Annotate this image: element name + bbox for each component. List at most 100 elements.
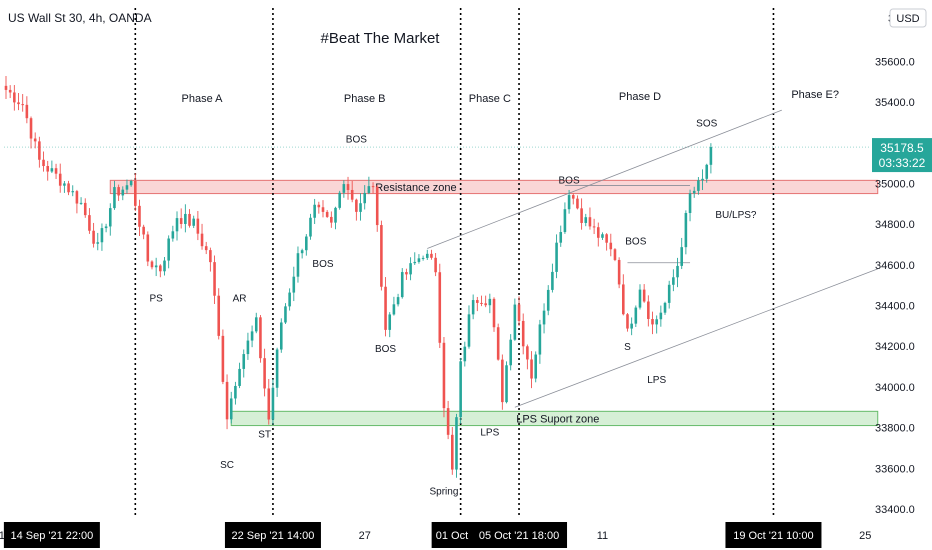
x-highlight-box [3, 522, 100, 548]
candle-body [184, 213, 187, 224]
candle-body [609, 242, 613, 250]
x-highlight-box [725, 522, 822, 548]
candle-body [346, 184, 350, 190]
trendline [514, 268, 878, 408]
x-tick-label: 25 [859, 530, 871, 542]
candle-body [526, 346, 529, 360]
candle-body [555, 242, 558, 272]
candle-body [259, 317, 262, 359]
candle-body [659, 312, 663, 320]
candle-body [484, 303, 487, 306]
candle-body [634, 307, 638, 324]
phase-label: Phase D [619, 91, 661, 103]
candle-body [67, 183, 70, 193]
candle-body [154, 265, 158, 268]
candle-body [271, 387, 275, 420]
bar-countdown: 03:33:22 [879, 156, 926, 170]
candle-body [642, 289, 646, 302]
phase-label: Phase A [182, 93, 224, 105]
x-tick-label: 27 [359, 530, 371, 542]
candle-body [163, 260, 166, 272]
candle-body [279, 322, 283, 350]
candle-body [150, 261, 154, 268]
candle-body [559, 232, 563, 243]
candle-body [442, 342, 446, 409]
candle-body [330, 216, 333, 223]
candle-body [438, 272, 442, 343]
y-tick-label: 34600.0 [875, 260, 915, 272]
x-highlight-box [471, 522, 568, 548]
x-tick-label: 1 [0, 530, 5, 542]
candle-body [501, 359, 504, 403]
candle-body [471, 300, 475, 315]
candle-body [421, 257, 425, 259]
candle-body [33, 138, 37, 142]
x-highlight-label: 14 Sep '21 22:00 [10, 530, 93, 542]
y-tick-label: 34000.0 [875, 382, 915, 394]
y-tick-label: 35000.0 [875, 178, 915, 190]
candle-body [167, 238, 170, 261]
candle-body [296, 253, 300, 277]
candle-body [596, 227, 600, 238]
candle-body [355, 199, 358, 212]
candle-body [146, 234, 150, 262]
candle-body [451, 434, 454, 470]
currency-label[interactable]: USD [896, 13, 919, 25]
wyckoff-annotation: BOS [346, 135, 367, 146]
candle-body [430, 253, 433, 258]
x-highlight-label: 22 Sep '21 14:00 [232, 530, 315, 542]
candle-body [513, 304, 517, 340]
candle-body [492, 298, 496, 328]
wyckoff-annotation: PS [149, 293, 163, 304]
candle-body [580, 208, 583, 223]
candle-body [92, 230, 95, 244]
currency-selector[interactable]: USD [889, 8, 927, 28]
candle-body [225, 381, 229, 420]
candle-body [288, 292, 291, 307]
candle-body [409, 263, 412, 275]
candle-body [363, 192, 366, 204]
candle-body [267, 388, 271, 420]
candle-body [192, 218, 195, 226]
wyckoff-annotation: S [624, 342, 631, 353]
candle-body [588, 217, 592, 227]
candle-body [367, 186, 371, 193]
candle-body [592, 226, 596, 228]
x-highlight-label: 19 Oct '21 10:00 [733, 530, 813, 542]
candle-body [200, 233, 204, 247]
candle-body [129, 180, 133, 186]
candle-body [292, 276, 296, 293]
candle-body [676, 265, 679, 278]
candle-body [325, 211, 329, 217]
candle-body [530, 359, 533, 379]
trendline [427, 109, 782, 249]
trendlines-layer [427, 109, 878, 408]
candle-body [546, 289, 550, 311]
support-zone-label: LPS Suport zone [516, 413, 599, 425]
wyckoff-annotation: BOS [559, 175, 580, 186]
candle-body [300, 250, 304, 254]
candle-body [338, 192, 341, 208]
candle-body [117, 187, 120, 196]
candle-body [171, 231, 175, 239]
phase-label: Phase E? [791, 89, 839, 101]
candle-body [242, 354, 246, 369]
candle-body [651, 318, 654, 325]
candle-body [647, 301, 650, 319]
candle-body [75, 191, 79, 204]
wyckoff-annotation: BOS [625, 236, 646, 247]
chart-title: #Beat The Market [321, 30, 441, 47]
resistance-zone-box [109, 179, 879, 195]
candle-body [455, 417, 458, 470]
candle-body [313, 204, 316, 218]
candle-body [134, 180, 137, 206]
candle-body [305, 236, 308, 251]
candle-body [371, 186, 375, 188]
candle-body [196, 218, 200, 234]
candle-body [605, 234, 608, 243]
wyckoff-annotation: Spring [430, 487, 459, 498]
candle-body [46, 166, 50, 172]
candle-body [309, 217, 312, 237]
y-tick-label: 33600.0 [875, 463, 915, 475]
